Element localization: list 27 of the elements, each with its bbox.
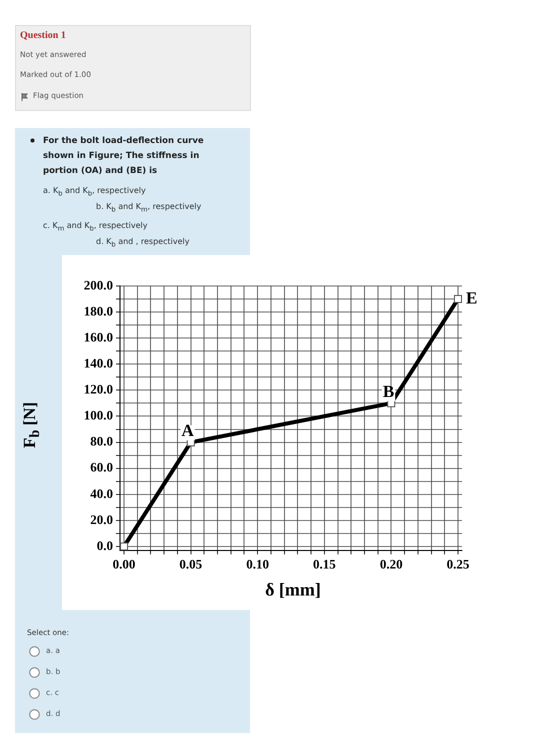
annotation: A [182,421,195,440]
y-tick-label: 180.0 [84,303,113,318]
y-tick-label: 120.0 [84,382,113,397]
y-tick-label: 40.0 [90,486,113,501]
y-tick-label: 60.0 [90,460,113,475]
annotation: B [382,382,394,402]
y-tick-label: 100.0 [84,408,113,423]
x-axis-title: δ [mm] [265,580,321,600]
annotation: E [466,288,478,308]
x-tick-label: 0.25 [446,556,470,572]
text: Question 1 [20,30,66,41]
text: c. K$_{m}$ and K$_{b}$, respectively [43,221,148,233]
chart-title: For the bolt load-deflection curve shown in Figure; The stiffness in portion (OA) and (BE) is [43,135,205,178]
text: d. K$_{b}$ and , respectively [96,237,190,249]
y-tick-label: 20.0 [90,512,113,527]
x-tick-label: 0.00 [112,556,136,572]
x-tick-label: 0.20 [380,556,403,572]
x-tick-label: 0.15 [313,556,336,572]
y-tick-label: 160.0 [84,329,113,344]
x-tick-label: 0.10 [246,556,269,572]
text: a. K$_{b}$ and K$_{b}$, respectively [43,186,146,198]
text: b. K$_{b}$ and K$_{m}$, respectively [96,202,202,214]
y-tick-label: 0.0 [96,538,113,553]
y-tick-label: 80.0 [90,434,113,449]
y-tick-label: 200.0 [84,277,113,292]
x-tick-label: 0.05 [179,556,203,572]
y-tick-label: 140.0 [84,356,113,371]
